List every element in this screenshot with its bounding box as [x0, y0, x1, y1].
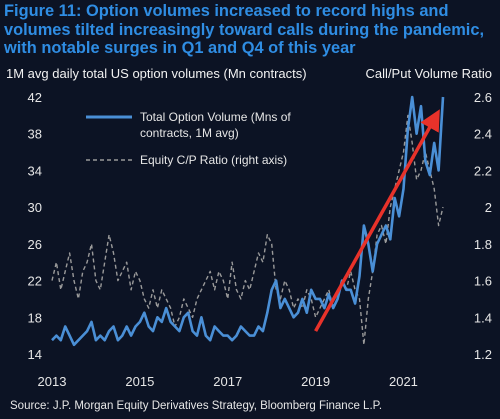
left-y-tick-label: 42 [28, 90, 42, 105]
left-y-tick-label: 14 [28, 347, 42, 362]
volume-series-line [51, 95, 445, 347]
legend-volume-label-cont: contracts, 1M avg) [140, 126, 239, 140]
x-tick-label: 2015 [125, 374, 154, 389]
right-y-tick-label: 1.6 [474, 274, 492, 289]
left-axis-ticks: 14 18 22 26 30 34 38 42 [28, 90, 42, 362]
left-y-tick-label: 22 [28, 274, 42, 289]
legend-volume-label: Total Option Volume (Mns of [140, 110, 291, 124]
right-y-tick-label: 2.2 [474, 163, 492, 178]
x-tick-label: 2013 [38, 374, 67, 389]
source-note: Source: J.P. Morgan Equity Derivatives S… [10, 400, 383, 412]
x-tick-label: 2017 [213, 374, 242, 389]
right-y-tick-label: 1.4 [474, 310, 492, 325]
left-y-tick-label: 26 [28, 237, 42, 252]
left-y-tick-label: 30 [28, 200, 42, 215]
right-y-tick-label: 1.8 [474, 237, 492, 252]
left-y-tick-label: 34 [28, 163, 42, 178]
right-y-tick-label: 2 [485, 200, 492, 215]
right-axis-ticks: 1.2 1.4 1.6 1.8 2 2.2 2.4 2.6 [474, 90, 492, 362]
right-y-tick-label: 1.2 [474, 347, 492, 362]
plot-area [51, 95, 445, 347]
right-y-tick-label: 2.6 [474, 90, 492, 105]
annotation-arrow [314, 109, 440, 332]
legend: Total Option Volume (Mns of contracts, 1M… [86, 110, 291, 167]
chart-title: Figure 11: Option volumes increased to r… [4, 2, 484, 57]
left-y-tick-label: 38 [28, 127, 42, 142]
right-y-tick-label: 2.4 [474, 127, 492, 142]
x-tick-label: 2019 [301, 374, 330, 389]
x-tick-label: 2021 [389, 374, 418, 389]
left-y-tick-label: 18 [28, 310, 42, 325]
legend-ratio-label: Equity C/P Ratio (right axis) [140, 153, 287, 167]
right-axis-label: Call/Put Volume Ratio [365, 66, 492, 81]
left-axis-label: 1M avg daily total US option volumes (Mn… [6, 66, 307, 81]
x-axis-ticks: 2013 2015 2017 2019 2021 [38, 374, 418, 389]
